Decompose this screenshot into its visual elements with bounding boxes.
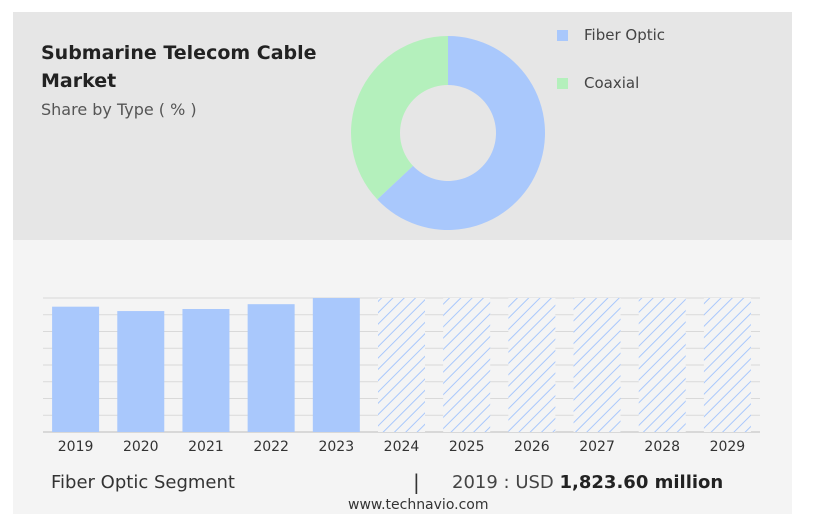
bar-2021 xyxy=(182,308,230,432)
x-tick-label-2029: 2029 xyxy=(710,439,746,455)
bar-2023 xyxy=(312,298,360,432)
x-tick-label-2026: 2026 xyxy=(514,439,550,455)
x-tick-label-2027: 2027 xyxy=(579,439,615,455)
chart-title-line2: Market xyxy=(41,70,117,92)
legend-swatch-coaxial xyxy=(557,78,568,89)
forecast-bar-2029 xyxy=(703,298,751,432)
donut-chart xyxy=(351,36,545,230)
forecast-bar-2024 xyxy=(378,298,425,432)
bar-2019 xyxy=(52,306,100,432)
x-tick-label-2020: 2020 xyxy=(123,439,159,455)
segment-value: 2019 : USD 1,823.60 million xyxy=(452,472,723,493)
legend-swatch-fiber-optic xyxy=(557,30,568,41)
source-url: www.technavio.com xyxy=(348,497,489,513)
bar-2022 xyxy=(247,304,295,432)
legend-item-fiber-optic: Fiber Optic xyxy=(557,26,665,44)
donut-slice-fiber-optic xyxy=(377,36,545,230)
donut-slice-coaxial xyxy=(351,36,448,200)
x-tick-label-2024: 2024 xyxy=(384,439,420,455)
x-tick-label-2022: 2022 xyxy=(253,439,289,455)
chart-subtitle: Share by Type ( % ) xyxy=(41,100,197,119)
segment-value-amount: 1,823.60 million xyxy=(559,472,724,493)
legend-item-coaxial: Coaxial xyxy=(557,74,639,92)
bar-2020 xyxy=(117,311,165,432)
chart-title-line1: Submarine Telecom Cable xyxy=(41,42,317,64)
x-tick-label-2023: 2023 xyxy=(318,439,354,455)
x-tick-label-2025: 2025 xyxy=(449,439,485,455)
legend-label-fiber-optic: Fiber Optic xyxy=(584,26,666,44)
legend-label-coaxial: Coaxial xyxy=(584,74,640,92)
x-tick-label-2019: 2019 xyxy=(58,439,94,455)
forecast-bar-2027 xyxy=(573,298,621,432)
x-tick-label-2021: 2021 xyxy=(188,439,224,455)
forecast-bar-2028 xyxy=(638,298,686,432)
x-tick-label-2028: 2028 xyxy=(644,439,680,455)
footer-divider: | xyxy=(413,470,420,494)
segment-value-prefix: 2019 : USD xyxy=(452,472,554,493)
segment-label: Fiber Optic Segment xyxy=(51,472,235,493)
forecast-bar-2025 xyxy=(443,298,491,432)
forecast-bar-2026 xyxy=(508,298,556,432)
